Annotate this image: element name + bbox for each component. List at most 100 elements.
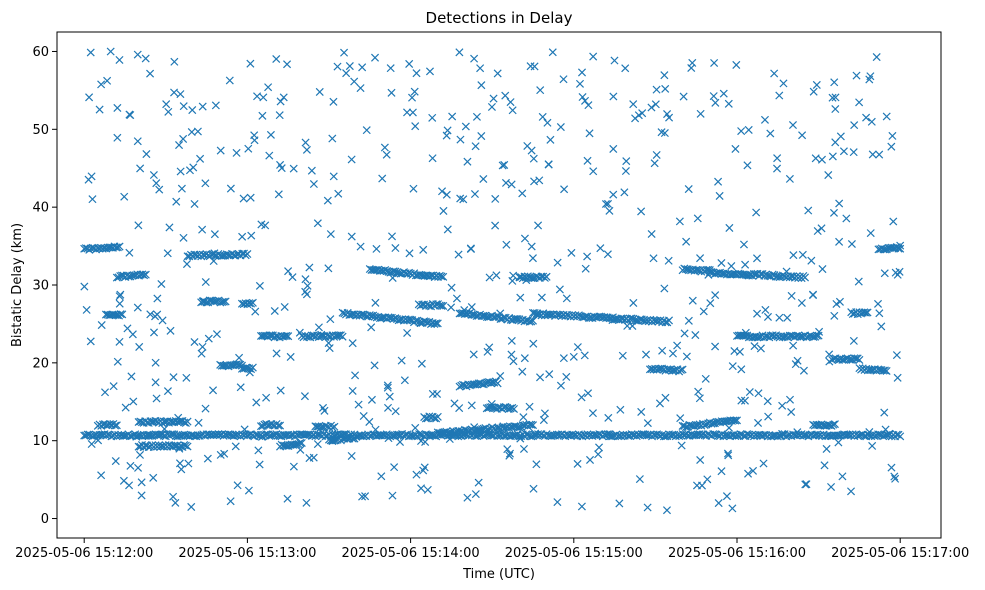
detection-point-1545 [743,161,752,170]
detection-point-1906 [238,232,247,241]
detection-point-1951 [251,307,260,316]
detection-point-1903 [302,498,311,507]
detection-point-431 [812,430,821,439]
detection-point-892 [435,301,444,310]
detection-point-1957 [544,160,553,169]
detection-point-1346 [850,354,859,363]
detection-point-1473 [601,199,610,209]
detection-point-76 [209,431,218,440]
detection-point-1411 [831,93,840,102]
x-axis-label: Time (UTC) [462,567,535,582]
x-tick-label-1: 2025-05-06 15:13:00 [178,546,316,561]
detection-point-1856 [463,157,472,166]
detection-point-652 [219,297,228,306]
detection-point-2012 [660,128,669,138]
detection-point-1416 [677,441,686,450]
detection-point-1912 [254,446,263,455]
detection-point-558 [159,417,168,426]
detection-point-1528 [684,316,693,325]
detection-point-1910 [737,127,746,136]
detection-point-1317 [812,331,821,340]
detection-point-1637 [882,112,891,121]
detection-point-1961 [284,267,293,276]
detection-point-1429 [709,92,718,101]
detection-point-1994 [417,484,426,493]
detection-point-1792 [276,160,285,169]
x-tick-label-2: 2025-05-06 15:14:00 [342,546,480,561]
detection-point-1666 [588,409,597,418]
detection-point-1546 [760,115,769,124]
detection-point-1724 [530,177,539,186]
detection-point-1827 [835,297,844,306]
detection-point-1774 [831,138,840,147]
y-tick-label-5: 50 [32,123,49,138]
detection-point-279 [554,430,563,439]
detection-point-1742 [637,207,646,216]
detection-point-1702 [172,197,181,206]
detection-point-1920 [324,264,333,273]
detection-point-1954 [342,69,351,78]
detection-point-1542 [354,400,363,409]
detection-point-1624 [137,491,146,500]
detection-point-370 [709,430,718,439]
detection-point-1828 [812,80,821,89]
detection-point-1876 [506,98,515,107]
detection-point-1650 [855,98,864,107]
detection-point-778 [352,432,361,441]
detection-point-1529 [877,322,886,331]
detection-point-1592 [507,336,516,345]
detection-point-1958 [728,504,737,513]
detection-point-1400 [216,146,225,155]
detection-point-1888 [507,180,516,189]
detection-point-1551 [469,350,478,359]
detection-point-1603 [454,250,463,259]
detection-point-1969 [447,303,456,312]
detection-point-1404 [505,449,515,458]
detection-point-920 [482,313,491,322]
detection-point-1565 [577,68,587,77]
detection-point-1778 [239,194,248,203]
detection-point-1481 [543,118,552,127]
detection-point-535 [128,271,137,280]
detection-point-1606 [383,403,393,412]
detection-point-521 [105,420,114,429]
detection-point-1862 [125,481,134,490]
detection-point-1809 [585,455,595,464]
x-axis: 2025-05-06 15:12:00 2025-05-06 15:13:00 20… [15,538,969,561]
detection-point-1942 [356,242,365,251]
detection-point-1831 [97,321,106,330]
detection-point-1811 [518,367,527,376]
detection-point-1699 [412,470,421,479]
detection-point-2033 [754,389,763,398]
detection-point-1714 [244,144,253,153]
detection-point-1834 [663,110,672,119]
detection-point-1465 [752,254,762,263]
detection-point-1977 [807,256,816,265]
detection-point-1504 [867,117,876,126]
detection-point-1843 [750,342,759,351]
detection-point-51 [166,430,175,439]
detection-point-1654 [691,331,700,340]
detection-point-1832 [300,392,309,401]
detection-point-1172 [693,421,702,430]
detection-point-1329 [825,421,834,430]
detection-point-1407 [723,449,732,458]
detection-point-1756 [416,436,426,446]
detection-point-2026 [759,459,768,468]
detection-point-1644 [519,444,528,453]
detection-point-753 [316,423,325,432]
detection-point-1466 [309,180,318,189]
detection-point-1076 [552,310,561,319]
detection-point-1871 [149,170,158,180]
detection-point-1940 [152,394,161,403]
detection-point-1635 [276,386,285,395]
detection-point-806 [384,313,393,322]
detection-point-1653 [209,257,218,266]
detection-point-1580 [629,298,638,307]
detection-point-1668 [188,106,197,115]
detection-point-1389 [860,308,869,317]
detection-point-1806 [170,57,179,66]
detection-point-1883 [754,418,763,427]
detection-point-1950 [559,75,568,84]
detection-point-1865 [467,303,476,312]
